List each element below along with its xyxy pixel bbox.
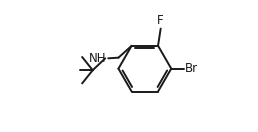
Text: F: F <box>157 14 164 27</box>
Text: Br: Br <box>185 62 198 75</box>
Text: NH: NH <box>88 52 106 65</box>
